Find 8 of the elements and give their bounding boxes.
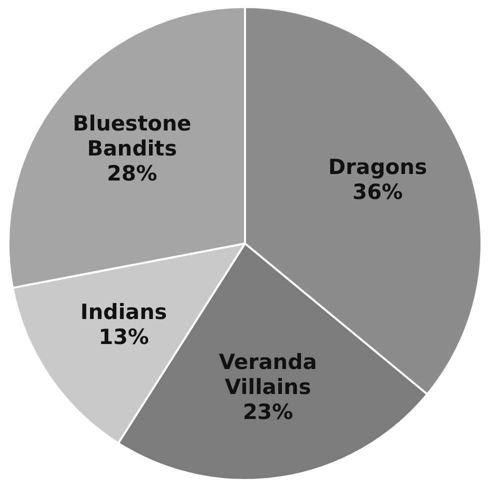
data-label: 13% [98, 324, 149, 349]
slice-label: Bluestone Bandits [72, 111, 192, 160]
data-label: 23% [242, 400, 294, 424]
data-label: 36% [352, 180, 403, 204]
slice-label: Dragons [328, 155, 428, 180]
slice-label: Indians [80, 300, 168, 324]
slice-label: Veranda Villains [218, 350, 317, 399]
data-label: 28% [106, 161, 158, 186]
